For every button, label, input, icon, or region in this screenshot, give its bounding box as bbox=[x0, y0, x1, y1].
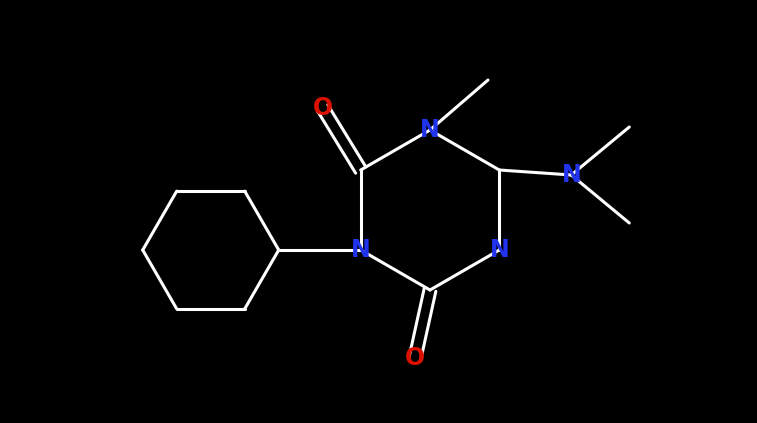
Text: N: N bbox=[562, 163, 581, 187]
Text: N: N bbox=[490, 238, 509, 262]
Text: O: O bbox=[313, 96, 333, 120]
Text: N: N bbox=[420, 118, 440, 142]
Text: O: O bbox=[405, 346, 425, 370]
Text: N: N bbox=[350, 238, 371, 262]
